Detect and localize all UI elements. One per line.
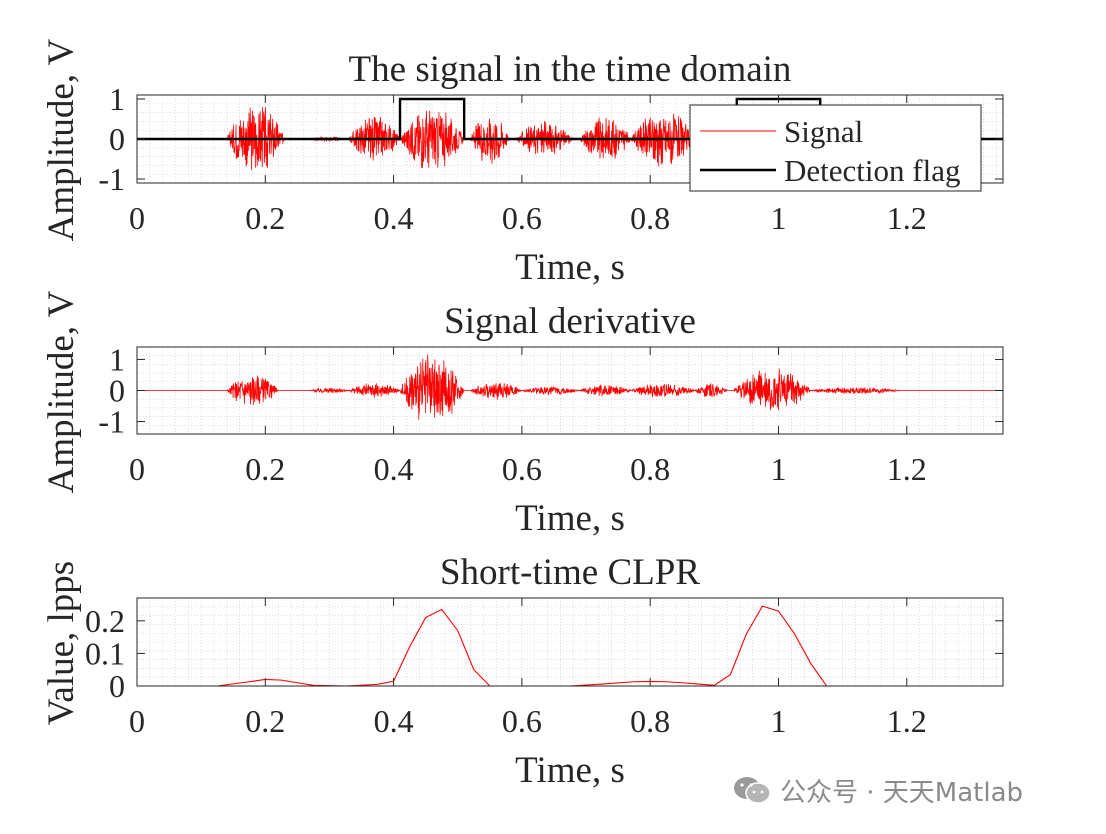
x-tick-label: 1.2 bbox=[887, 200, 927, 236]
x-tick-label: 1.2 bbox=[887, 451, 927, 487]
y-axis-label: Amplitude, V bbox=[41, 290, 82, 493]
x-tick-label: 0.4 bbox=[374, 451, 414, 487]
y-tick-label: -1 bbox=[98, 161, 125, 197]
x-tick-label: 0.6 bbox=[502, 200, 542, 236]
x-tick-label: 0.6 bbox=[502, 451, 542, 487]
x-tick-label: 0.8 bbox=[630, 451, 670, 487]
y-tick-label: 0 bbox=[109, 373, 125, 409]
x-tick-label: 1 bbox=[770, 200, 786, 236]
x-tick-label: 0.4 bbox=[374, 200, 414, 236]
series-line-signal bbox=[137, 354, 1003, 420]
plot-content bbox=[137, 354, 1003, 420]
x-tick-label: 1.2 bbox=[887, 703, 927, 739]
y-tick-label: 0 bbox=[109, 121, 125, 157]
legend-box bbox=[689, 104, 982, 192]
chart-title: Signal derivative bbox=[444, 301, 696, 342]
chart-title: The signal in the time domain bbox=[349, 49, 792, 90]
x-tick-label: 0.4 bbox=[374, 703, 414, 739]
x-tick-label: 0.2 bbox=[245, 200, 285, 236]
x-tick-label: 0.8 bbox=[630, 703, 670, 739]
x-axis-label: Time, s bbox=[515, 247, 625, 288]
x-tick-label: 0 bbox=[129, 451, 145, 487]
x-tick-label: 0.2 bbox=[245, 451, 285, 487]
y-tick-label: 0 bbox=[109, 668, 125, 704]
y-tick-label: -1 bbox=[98, 404, 125, 440]
y-tick-label: 1 bbox=[109, 81, 125, 117]
y-tick-label: 0.2 bbox=[85, 603, 125, 639]
x-tick-label: 1 bbox=[770, 703, 786, 739]
legend: Signal Detection flag bbox=[689, 104, 982, 192]
y-axis-label: Value, lpps bbox=[41, 561, 82, 725]
x-tick-label: 1 bbox=[770, 451, 786, 487]
x-axis-label: Time, s bbox=[515, 498, 625, 539]
x-tick-label: 0.6 bbox=[502, 703, 542, 739]
y-axis-label: Amplitude, V bbox=[41, 38, 82, 241]
y-tick-label: 1 bbox=[109, 341, 125, 377]
x-tick-label: 0.8 bbox=[630, 200, 670, 236]
y-tick-label: 0.1 bbox=[85, 635, 125, 671]
x-tick-label: 0 bbox=[129, 200, 145, 236]
legend-label: Detection flag bbox=[784, 153, 960, 188]
x-tick-label: 0.2 bbox=[245, 703, 285, 739]
x-tick-label: 0 bbox=[129, 703, 145, 739]
axes-frame bbox=[136, 597, 1004, 687]
watermark-text: 公众号 · 天天Matlab bbox=[780, 777, 1024, 808]
wechat-icon bbox=[734, 777, 771, 804]
x-axis-label: Time, s bbox=[515, 750, 625, 791]
chart-title: Short-time CLPR bbox=[440, 552, 700, 593]
grid bbox=[136, 597, 1003, 687]
legend-label: Signal bbox=[784, 114, 863, 149]
watermark: 公众号 · 天天Matlab bbox=[732, 770, 1023, 810]
